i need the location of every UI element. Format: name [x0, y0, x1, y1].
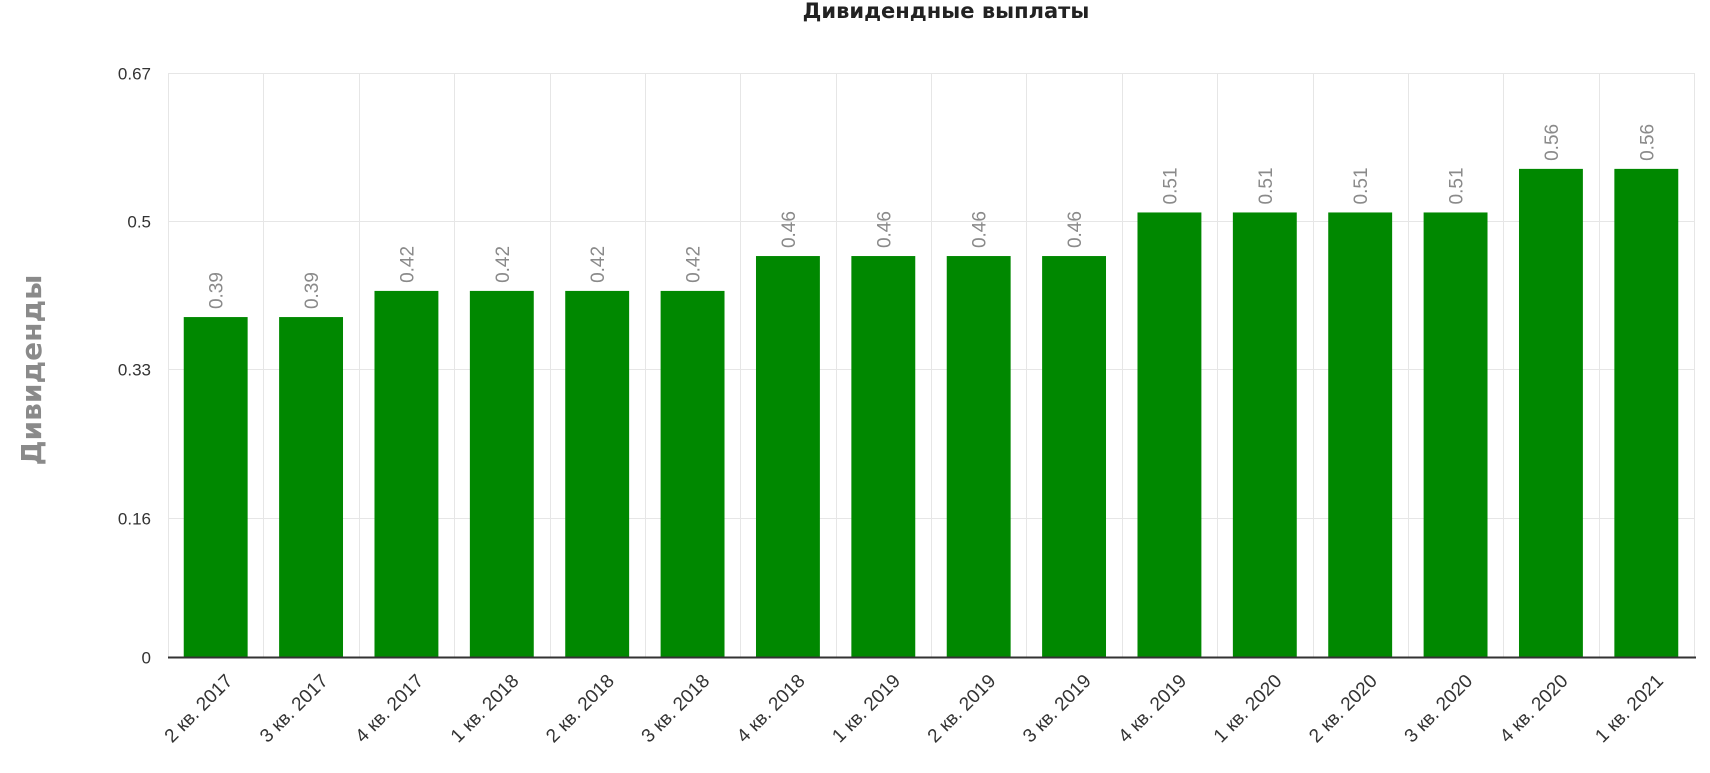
- bars: [183, 168, 1679, 657]
- bar: [469, 290, 534, 657]
- x-tick-label: 2 кв. 2020: [1305, 671, 1381, 747]
- bar-value-label: 0.42: [493, 246, 514, 283]
- bar: [1042, 256, 1107, 657]
- x-tick-label: 4 кв. 2018: [733, 671, 809, 747]
- bar-value-label: 0.56: [1637, 124, 1658, 161]
- bar-value-label: 0.51: [1351, 167, 1372, 204]
- bar-value-label: 0.42: [588, 246, 609, 283]
- x-tick-label: 4 кв. 2019: [1115, 671, 1191, 747]
- y-tick-label: 0: [142, 649, 151, 668]
- x-tick-label: 3 кв. 2020: [1401, 671, 1477, 747]
- y-tick-label: 0.67: [118, 65, 151, 84]
- bar-value-label: 0.51: [1256, 167, 1277, 204]
- y-axis-label: Дивиденды: [15, 275, 48, 466]
- bar: [660, 290, 725, 657]
- bar-value-label: 0.51: [1160, 167, 1181, 204]
- x-axis-ticks: 2 кв. 2017 3 кв. 2017 4 кв. 2017 1 кв. 2018…: [161, 671, 1668, 747]
- bar: [755, 256, 820, 657]
- y-tick-label: 0.16: [118, 510, 151, 529]
- bar-value-label: 0.46: [1065, 211, 1086, 248]
- bar: [1614, 168, 1679, 657]
- bar-value-label: 0.51: [1447, 167, 1468, 204]
- x-tick-label: 1 кв. 2019: [828, 671, 904, 747]
- y-tick-label: 0.33: [118, 361, 151, 380]
- x-tick-label: 2 кв. 2018: [542, 671, 618, 747]
- x-tick-label: 3 кв. 2017: [256, 671, 332, 747]
- bar-value-label: 0.42: [684, 246, 705, 283]
- bar: [279, 317, 344, 657]
- bar-value-label: 0.42: [397, 246, 418, 283]
- bar-value-label: 0.46: [970, 211, 991, 248]
- bar: [1518, 168, 1583, 657]
- x-tick-label: 3 кв. 2018: [638, 671, 714, 747]
- bar-value-label: 0.39: [302, 272, 323, 309]
- x-tick-label: 1 кв. 2020: [1210, 671, 1286, 747]
- bar: [183, 317, 248, 657]
- y-axis-ticks: 0 0.16 0.33 0.5 0.67: [118, 65, 151, 668]
- bar-value-label: 0.56: [1542, 124, 1563, 161]
- bar: [851, 256, 916, 657]
- bar: [565, 290, 630, 657]
- x-tick-label: 2 кв. 2017: [161, 671, 237, 747]
- x-tick-label: 4 кв. 2020: [1496, 671, 1572, 747]
- x-tick-label: 3 кв. 2019: [1019, 671, 1095, 747]
- bar: [946, 256, 1011, 657]
- x-tick-label: 1 кв. 2018: [447, 671, 523, 747]
- bar-value-label: 0.39: [207, 272, 228, 309]
- chart-title: Дивидендные выплаты: [803, 0, 1090, 23]
- y-tick-label: 0.5: [127, 213, 151, 232]
- bar: [374, 290, 439, 657]
- bar-value-label: 0.46: [779, 211, 800, 248]
- bar: [1423, 212, 1488, 657]
- grid-lines: [168, 73, 1695, 658]
- x-tick-label: 1 кв. 2021: [1591, 671, 1667, 747]
- x-tick-label: 2 кв. 2019: [924, 671, 1000, 747]
- data-labels: 0.39 0.39 0.42 0.42 0.42 0.42 0.46 0.46 0.46 0.46…: [207, 124, 1659, 309]
- bar: [1137, 212, 1202, 657]
- bar: [1328, 212, 1393, 657]
- bar: [1232, 212, 1297, 657]
- bar-value-label: 0.46: [874, 211, 895, 248]
- x-tick-label: 4 кв. 2017: [352, 671, 428, 747]
